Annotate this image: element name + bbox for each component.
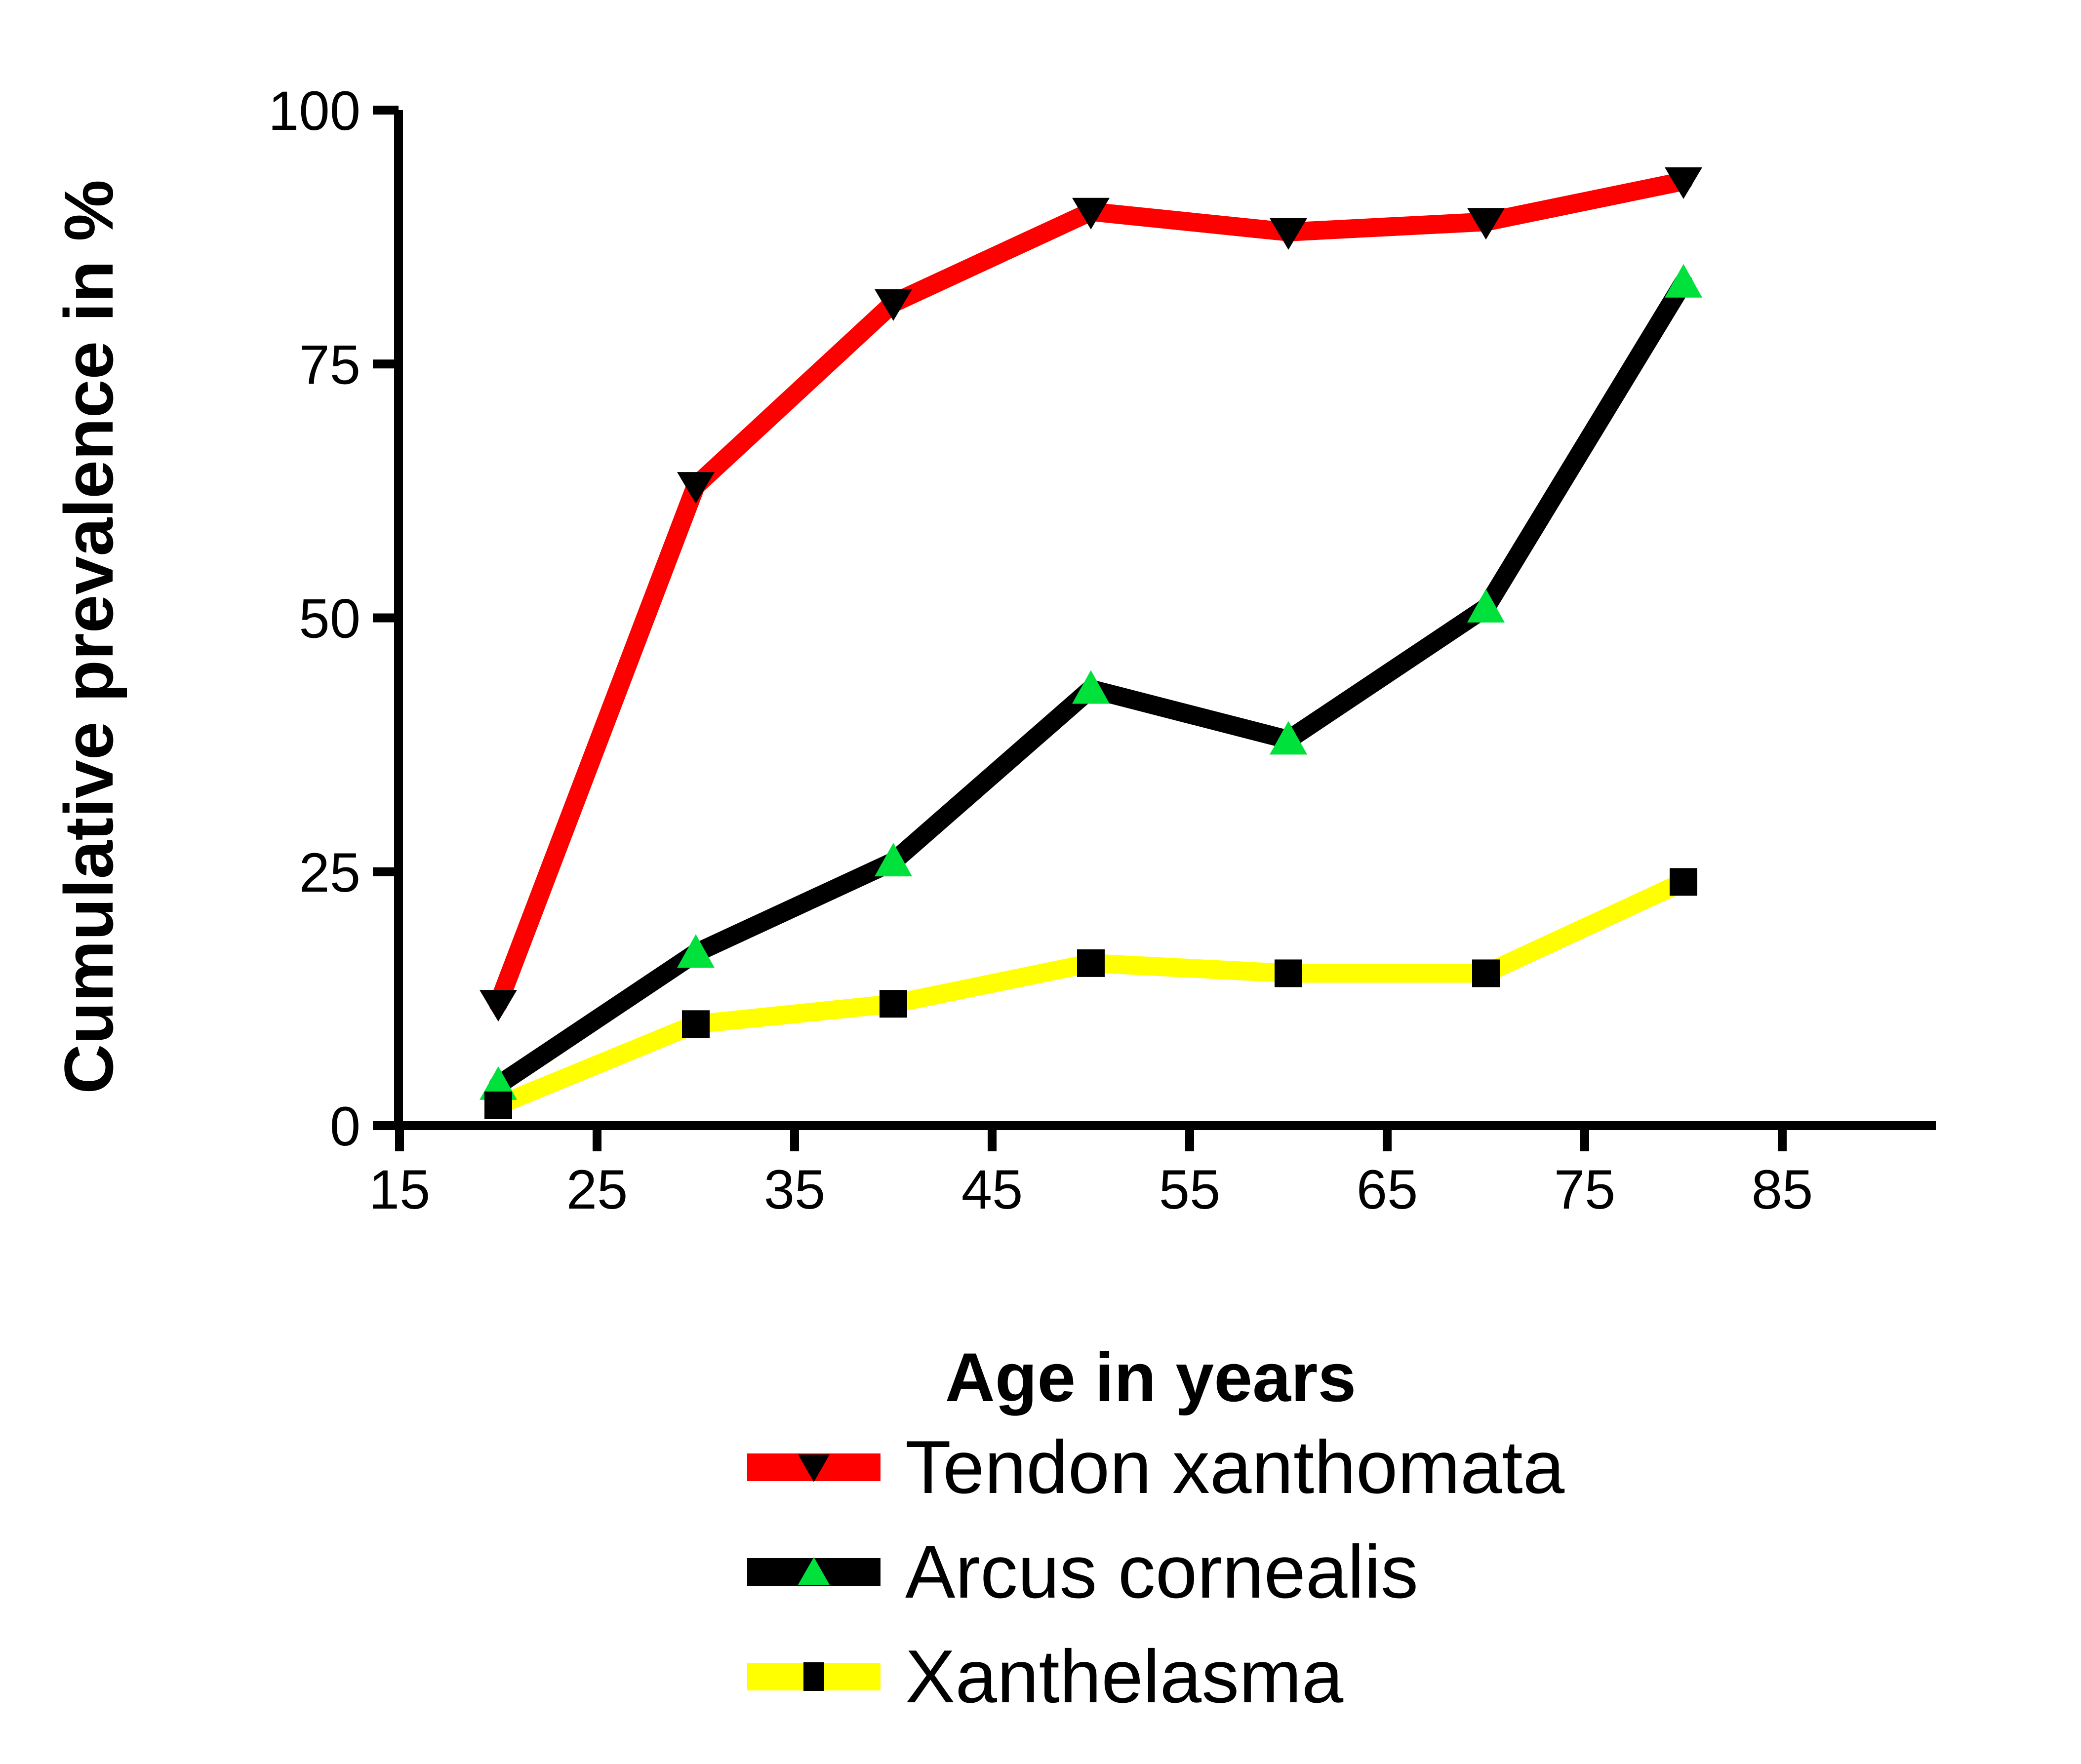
- marker-xanthelasma: [880, 990, 907, 1018]
- marker-tendon-xanthomata: [677, 472, 715, 504]
- x-tick-label: 25: [566, 1159, 628, 1220]
- marker-arcus-cornealis: [875, 843, 912, 877]
- marker-xanthelasma: [1472, 959, 1500, 987]
- marker-tendon-xanthomata: [1270, 218, 1307, 250]
- legend-swatch-arcus-cornealis-icon: [747, 1557, 880, 1586]
- marker-xanthelasma: [1077, 949, 1105, 977]
- legend-item-xanthelasma: Xanthelasma: [747, 1624, 1564, 1729]
- legend-swatch-xanthelasma-icon: [747, 1662, 880, 1691]
- marker-xanthelasma: [1670, 868, 1697, 896]
- marker-arcus-cornealis: [1665, 264, 1702, 298]
- y-tick-label: 100: [268, 80, 360, 142]
- legend-marker-icon: [798, 1454, 830, 1482]
- x-tick-label: 55: [1159, 1159, 1221, 1220]
- y-tick-label: 75: [299, 334, 360, 395]
- legend-item-tendon-xanthomata: Tendon xanthomata: [747, 1415, 1564, 1520]
- marker-xanthelasma: [484, 1091, 512, 1119]
- x-tick-label: 85: [1752, 1159, 1813, 1220]
- y-tick-label: 25: [299, 842, 360, 903]
- series-line-xanthelasma: [489, 872, 1693, 1115]
- legend-label-xanthelasma: Xanthelasma: [905, 1634, 1344, 1719]
- marker-xanthelasma: [1275, 959, 1302, 987]
- legend-marker-icon: [803, 1662, 824, 1691]
- marker-arcus-cornealis: [1072, 670, 1110, 704]
- y-axis-title: Cumulative prevalence in %: [50, 180, 127, 1094]
- marker-tendon-xanthomata: [1665, 167, 1702, 199]
- x-axis-title: Age in years: [945, 1338, 1357, 1416]
- x-tick-label: 65: [1357, 1159, 1418, 1220]
- marker-tendon-xanthomata: [1467, 208, 1505, 240]
- x-tick-label: 35: [764, 1159, 826, 1220]
- marker-xanthelasma: [682, 1010, 710, 1038]
- y-tick-label: 0: [330, 1096, 360, 1157]
- marker-tendon-xanthomata: [480, 990, 517, 1022]
- y-tick-label: 50: [299, 588, 360, 650]
- marker-arcus-cornealis: [677, 934, 715, 968]
- x-tick-label: 45: [961, 1159, 1023, 1220]
- marker-arcus-cornealis: [1467, 588, 1505, 623]
- legend-swatch-tendon-xanthomata-icon: [747, 1453, 880, 1482]
- legend-marker-icon: [798, 1557, 830, 1585]
- marker-arcus-cornealis: [480, 1066, 517, 1100]
- marker-arcus-cornealis: [1270, 721, 1307, 755]
- marker-tendon-xanthomata: [1072, 197, 1110, 230]
- x-tick-label: 75: [1554, 1159, 1616, 1220]
- legend: Tendon xanthomata Arcus cornealis Xanthe…: [747, 1415, 1564, 1729]
- marker-tendon-xanthomata: [875, 289, 912, 321]
- x-tick-label: 15: [369, 1159, 431, 1220]
- legend-item-arcus-cornealis: Arcus cornealis: [747, 1520, 1564, 1624]
- legend-label-tendon-xanthomata: Tendon xanthomata: [905, 1425, 1565, 1509]
- legend-label-arcus-cornealis: Arcus cornealis: [905, 1529, 1419, 1614]
